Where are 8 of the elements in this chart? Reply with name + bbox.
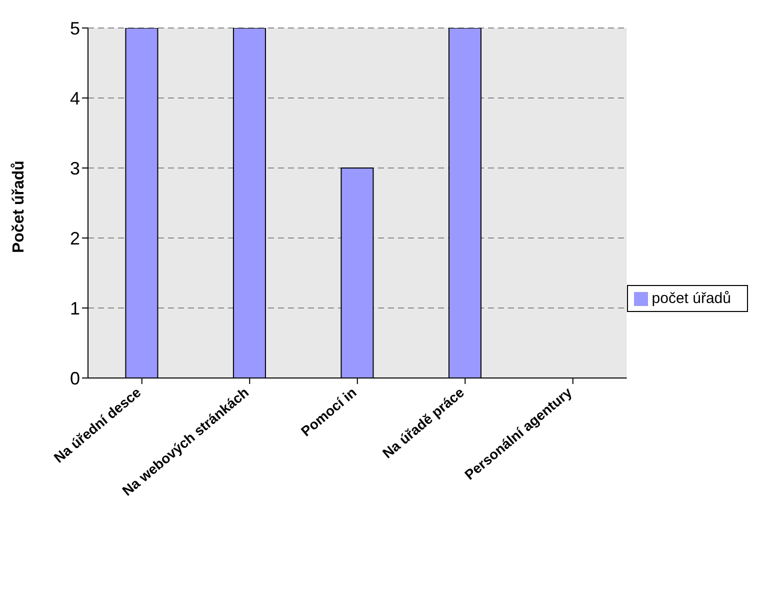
y-tick-label: 3 — [70, 158, 80, 178]
legend-label: počet úřadů — [652, 290, 731, 306]
y-tick-label: 2 — [70, 228, 80, 248]
y-axis-title: Počet úřadů — [10, 160, 28, 253]
y-tick-label: 5 — [70, 18, 80, 38]
y-tick-label: 4 — [70, 88, 80, 108]
y-tick-label: 1 — [70, 298, 80, 318]
y-tick-label: 0 — [70, 368, 80, 388]
